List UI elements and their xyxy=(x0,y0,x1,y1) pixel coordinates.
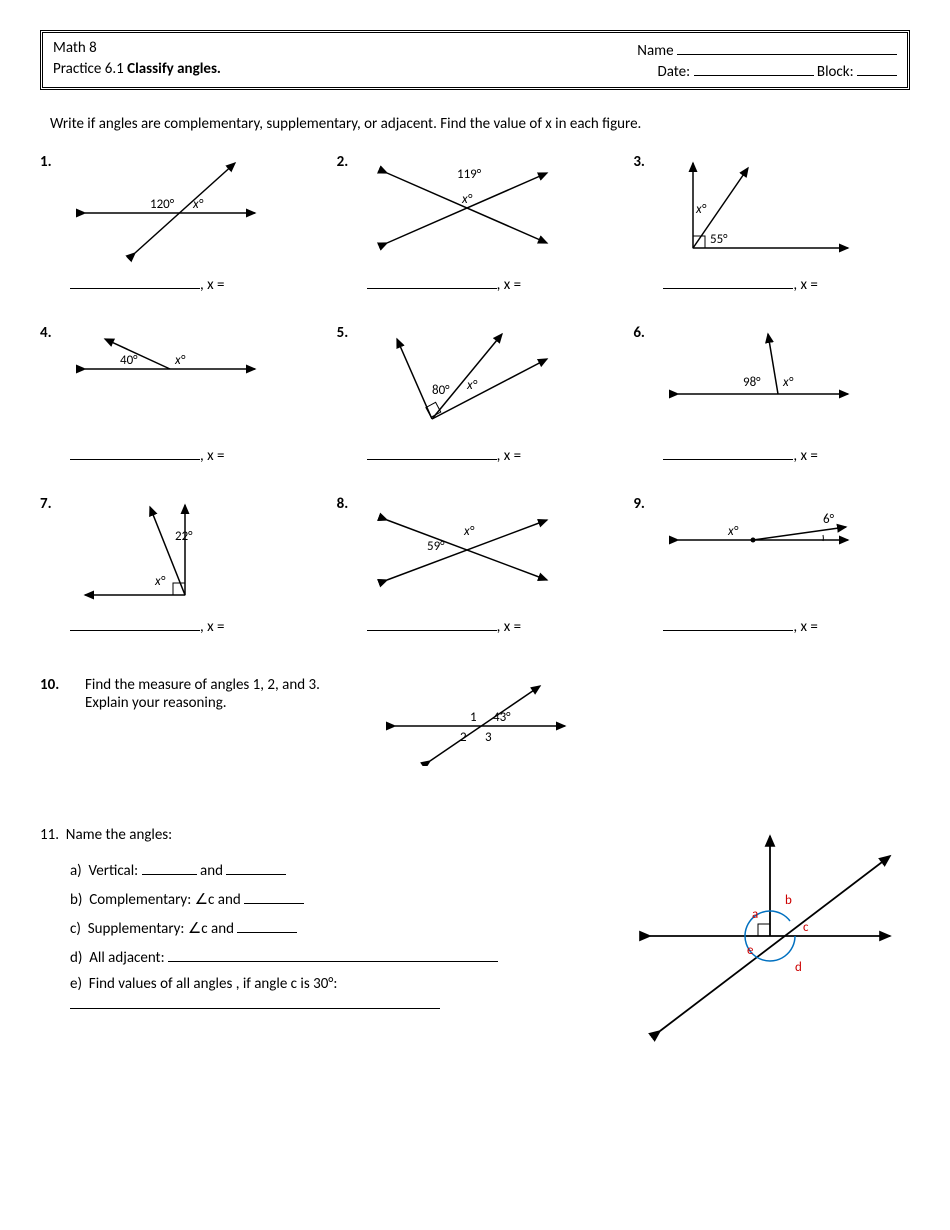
svg-text:22°: 22° xyxy=(175,529,193,544)
problem-5: 5. 80° x° , x = xyxy=(337,324,614,465)
svg-text:x°: x° xyxy=(695,202,707,217)
svg-text:59°: 59° xyxy=(427,539,445,554)
problem-grid: 1. 120° x° , x = 2. 119° x° , x = 3. xyxy=(40,153,910,636)
problem-11: 11. Name the angles: a) Vertical: and b)… xyxy=(40,826,910,1046)
answer-7: , x = xyxy=(70,615,317,636)
problem-7: 7. 22° x° , x = xyxy=(40,495,317,636)
svg-text:x°: x° xyxy=(463,524,475,539)
problem-3: 3. x° 55° , x = xyxy=(633,153,910,294)
figure-9: x° 6° xyxy=(668,495,858,605)
figure-5: 80° x° xyxy=(372,324,562,434)
q11-a: a) Vertical: and xyxy=(70,859,590,880)
svg-text:b: b xyxy=(785,893,792,908)
svg-text:e: e xyxy=(747,943,753,958)
problem-2: 2. 119° x° , x = xyxy=(337,153,614,294)
svg-text:a: a xyxy=(752,907,758,922)
figure-3: x° 55° xyxy=(668,153,858,263)
header-date-block: Date: Block: xyxy=(657,60,897,81)
svg-text:119°: 119° xyxy=(457,167,482,182)
svg-text:x°: x° xyxy=(174,353,186,368)
problem-9: 9. x° 6° , x = xyxy=(633,495,910,636)
svg-text:x°: x° xyxy=(154,574,166,589)
svg-text:98°: 98° xyxy=(743,375,761,390)
problem-1: 1. 120° x° , x = xyxy=(40,153,317,294)
figure-2: 119° x° xyxy=(372,153,562,263)
answer-1: , x = xyxy=(70,273,317,294)
answer-4: , x = xyxy=(70,444,317,465)
svg-text:6°: 6° xyxy=(823,512,835,527)
answer-5: , x = xyxy=(367,444,614,465)
figure-11: a b c d e xyxy=(630,826,910,1046)
instructions: Write if angles are complementary, suppl… xyxy=(50,115,910,133)
svg-text:3: 3 xyxy=(485,730,492,745)
q11-c: c) Supplementary: ∠c and xyxy=(70,917,590,938)
header-box: Math 8 Name Practice 6.1 Classify angles… xyxy=(40,30,910,90)
svg-text:x°: x° xyxy=(466,378,478,393)
svg-text:x°: x° xyxy=(192,197,204,212)
figure-8: 59° x° xyxy=(372,495,562,605)
svg-text:x°: x° xyxy=(461,192,473,207)
svg-text:80°: 80° xyxy=(432,383,450,398)
svg-text:55°: 55° xyxy=(710,232,728,247)
svg-text:43°: 43° xyxy=(493,710,511,725)
figure-1: 120° x° xyxy=(75,153,265,263)
problem-4: 4. 40° x° , x = xyxy=(40,324,317,465)
svg-text:x°: x° xyxy=(727,524,739,539)
header-course: Math 8 xyxy=(53,39,637,60)
svg-text:2: 2 xyxy=(460,730,467,745)
svg-text:120°: 120° xyxy=(150,197,175,212)
figure-10: 1 43° 2 3 xyxy=(385,676,575,766)
answer-8: , x = xyxy=(367,615,614,636)
figure-4: 40° x° xyxy=(75,324,265,434)
svg-text:1: 1 xyxy=(470,710,477,725)
svg-text:d: d xyxy=(795,960,802,975)
problem-8: 8. 59° x° , x = xyxy=(337,495,614,636)
q11-d: d) All adjacent: xyxy=(70,946,590,967)
q11-e: e) Find values of all angles , if angle … xyxy=(70,975,590,1014)
header-name-field: Name xyxy=(637,39,897,60)
svg-text:40°: 40° xyxy=(120,353,138,368)
header-practice: Practice 6.1 Classify angles. xyxy=(53,60,657,81)
problem-10: 10. Find the measure of angles 1, 2, and… xyxy=(40,676,910,766)
answer-9: , x = xyxy=(663,615,910,636)
answer-6: , x = xyxy=(663,444,910,465)
figure-7: 22° x° xyxy=(75,495,265,605)
problem-6: 6. 98° x° , x = xyxy=(633,324,910,465)
answer-2: , x = xyxy=(367,273,614,294)
svg-text:x°: x° xyxy=(782,375,794,390)
figure-6: 98° x° xyxy=(668,324,858,434)
q11-b: b) Complementary: ∠c and xyxy=(70,888,590,909)
answer-3: , x = xyxy=(663,273,910,294)
svg-text:c: c xyxy=(803,920,809,935)
